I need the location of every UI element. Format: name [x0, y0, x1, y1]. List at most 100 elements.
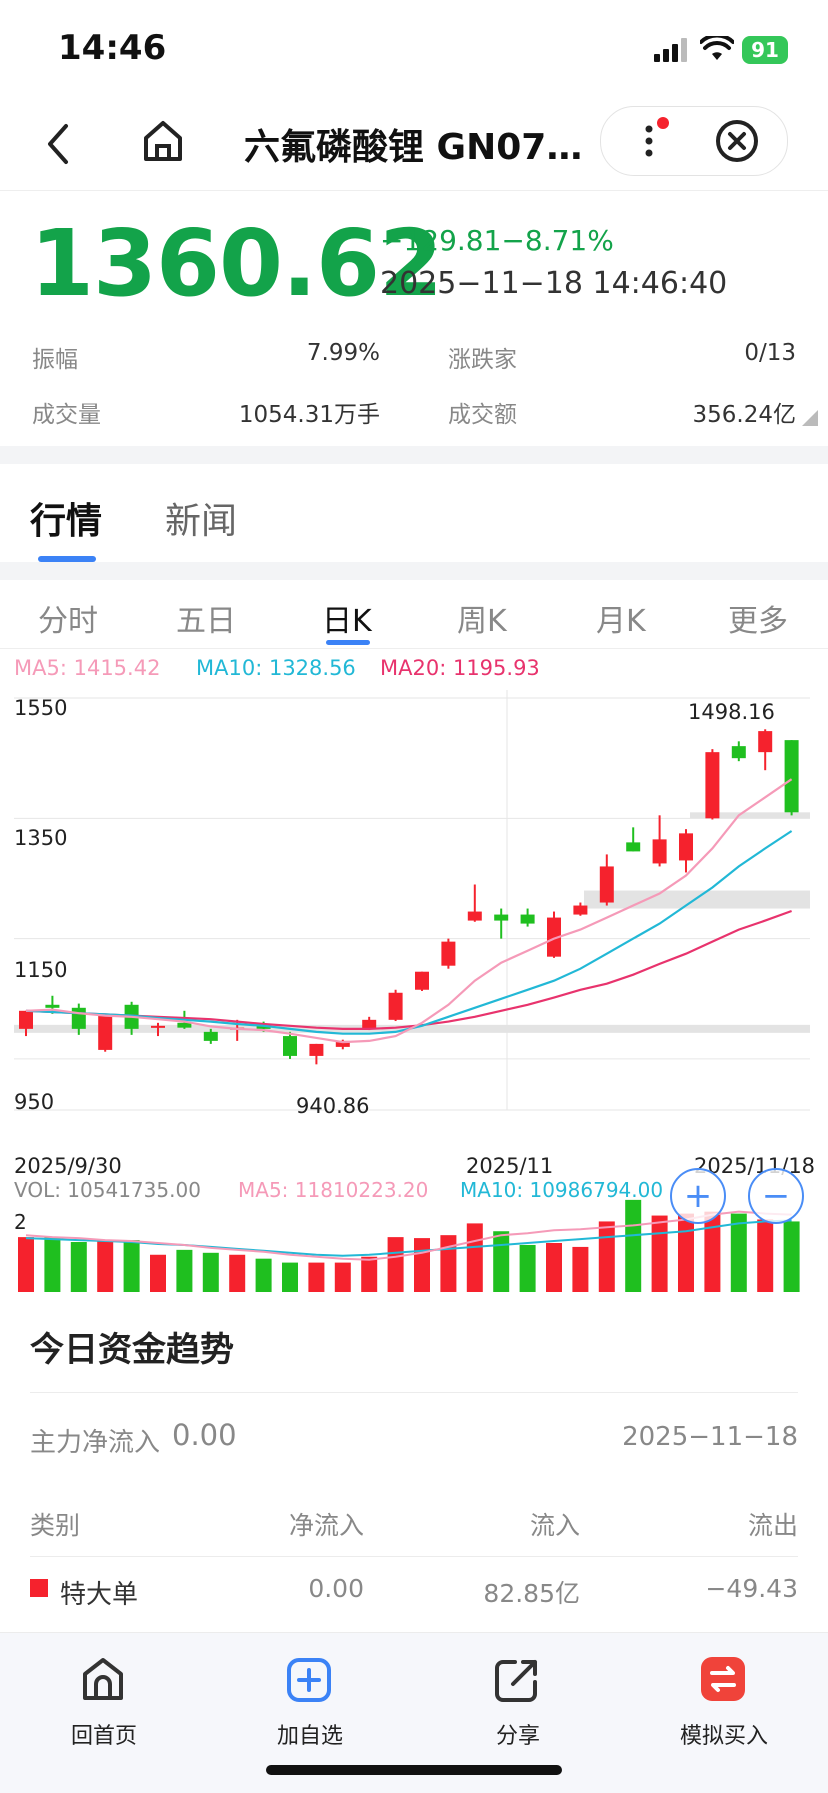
home-indicator — [266, 1765, 562, 1775]
ma20-line — [25, 909, 792, 1030]
status-bar: 14:46 91 — [0, 0, 828, 96]
add-icon — [287, 1658, 331, 1702]
candle-body — [599, 866, 614, 903]
subtab-monthly-k[interactable]: 月K — [596, 604, 646, 639]
candle-body — [467, 911, 482, 921]
volume-ma10-legend: MA10: 10986794.00 — [460, 1178, 664, 1202]
volume-bar — [70, 1242, 87, 1292]
zoom-in-button[interactable]: + — [670, 1168, 726, 1224]
candle-body — [494, 914, 509, 921]
volume-ma5-legend: MA5: 11810223.20 — [238, 1178, 429, 1202]
row-out: −49.43 — [705, 1574, 798, 1603]
max-price-label: 1498.16 — [688, 700, 775, 724]
stat-value-volume: 1054.31万手 — [238, 402, 380, 428]
back-icon[interactable] — [44, 122, 72, 166]
volume-bar — [414, 1238, 430, 1292]
candle-body — [626, 842, 641, 852]
x-tick-label: 2025/11 — [466, 1154, 554, 1178]
stat-label-turnover: 成交额 — [448, 402, 517, 428]
expand-corner-icon[interactable] — [802, 410, 818, 426]
volume-bar — [282, 1262, 298, 1292]
volume-bar — [519, 1244, 536, 1292]
row-category: 特大单 — [60, 1580, 139, 1610]
col-header-net: 净流入 — [288, 1511, 364, 1540]
nav-share-button[interactable]: 分享 — [448, 1650, 588, 1750]
stat-label-amplitude: 振幅 — [32, 347, 78, 373]
page-title: 六氟磷酸锂 GN07... — [244, 127, 584, 168]
divider — [30, 1392, 798, 1393]
fund-date: 2025−11−18 — [622, 1422, 798, 1452]
stat-label-advance-decline: 涨跌家 — [448, 347, 517, 373]
home-icon — [83, 1658, 123, 1700]
col-header-out: 流出 — [747, 1511, 798, 1540]
y-tick-label: 1550 — [14, 696, 68, 720]
candle-body — [758, 731, 773, 753]
volume-bar — [466, 1223, 483, 1292]
mini-program-capsule — [600, 106, 788, 176]
volume-bar — [493, 1231, 510, 1292]
volume-bar — [598, 1221, 615, 1292]
candle-body — [415, 971, 429, 990]
volume-bar — [18, 1237, 34, 1292]
volume-bar — [97, 1240, 114, 1292]
candle-body — [784, 740, 799, 813]
x-tick-label: 2025/9/30 — [14, 1154, 122, 1178]
tab-active-indicator — [38, 556, 96, 562]
volume-y-tick: 2 — [14, 1210, 27, 1234]
stat-value-turnover: 356.24亿 — [692, 402, 796, 428]
y-tick-label: 1350 — [14, 826, 68, 850]
nav-add-label: 加自选 — [276, 1724, 343, 1749]
row-in: 82.85亿 — [483, 1579, 580, 1608]
zoom-out-button[interactable]: − — [748, 1168, 804, 1224]
stat-label-volume: 成交量 — [32, 402, 101, 428]
y-tick-label: 950 — [14, 1090, 55, 1114]
candle-body — [309, 1043, 324, 1056]
col-header-category: 类别 — [30, 1511, 81, 1540]
nav-bar — [0, 96, 828, 191]
candle-body — [652, 839, 667, 864]
tab-market[interactable]: 行情 — [30, 501, 103, 542]
candle-body — [283, 1036, 297, 1056]
candle-body — [335, 1040, 350, 1047]
trade-icon — [701, 1657, 745, 1701]
volume-bar — [678, 1213, 694, 1292]
subtab-intraday[interactable]: 分时 — [38, 604, 98, 639]
subtab-more[interactable]: 更多 — [728, 604, 788, 639]
volume-bar — [334, 1262, 351, 1292]
more-icon[interactable] — [635, 117, 671, 165]
divider — [30, 1556, 798, 1557]
price-band — [584, 890, 810, 909]
volume-bar — [440, 1235, 457, 1292]
home-icon[interactable] — [140, 118, 186, 164]
ma10-line — [25, 830, 793, 1035]
volume-bar — [757, 1219, 774, 1292]
battery-indicator: 91 — [742, 36, 788, 64]
volume-bar — [150, 1254, 166, 1292]
subtab-daily-k[interactable]: 日K — [322, 604, 372, 639]
close-icon[interactable] — [715, 119, 759, 163]
candle-body — [388, 992, 403, 1020]
price-band — [690, 812, 810, 819]
candle-body — [151, 1025, 165, 1028]
kline-chart[interactable] — [0, 690, 828, 1300]
divider — [0, 648, 828, 649]
subtab-weekly-k[interactable]: 周K — [457, 604, 507, 639]
volume-bar — [387, 1237, 404, 1292]
nav-simulate-buy-button[interactable]: 模拟买入 — [654, 1650, 794, 1750]
col-header-in: 流入 — [529, 1511, 580, 1540]
nav-add-watchlist-button[interactable]: 加自选 — [240, 1650, 380, 1750]
last-price: 1360.62 — [30, 210, 443, 317]
volume-ma10-line — [25, 1219, 792, 1257]
tab-news[interactable]: 新闻 — [165, 501, 238, 542]
candle-body — [177, 1022, 192, 1028]
y-tick-label: 1150 — [14, 958, 68, 982]
section-separator — [0, 562, 828, 580]
candle-body — [256, 1025, 271, 1029]
nav-home-button[interactable]: 回首页 — [34, 1650, 174, 1750]
nav-home-label: 回首页 — [70, 1724, 137, 1749]
volume-bar — [651, 1215, 668, 1292]
subtab-five-day[interactable]: 五日 — [176, 604, 236, 639]
min-price-label: 940.86 — [296, 1094, 370, 1118]
volume-bar — [730, 1213, 747, 1292]
volume-ma5-line — [25, 1210, 792, 1261]
